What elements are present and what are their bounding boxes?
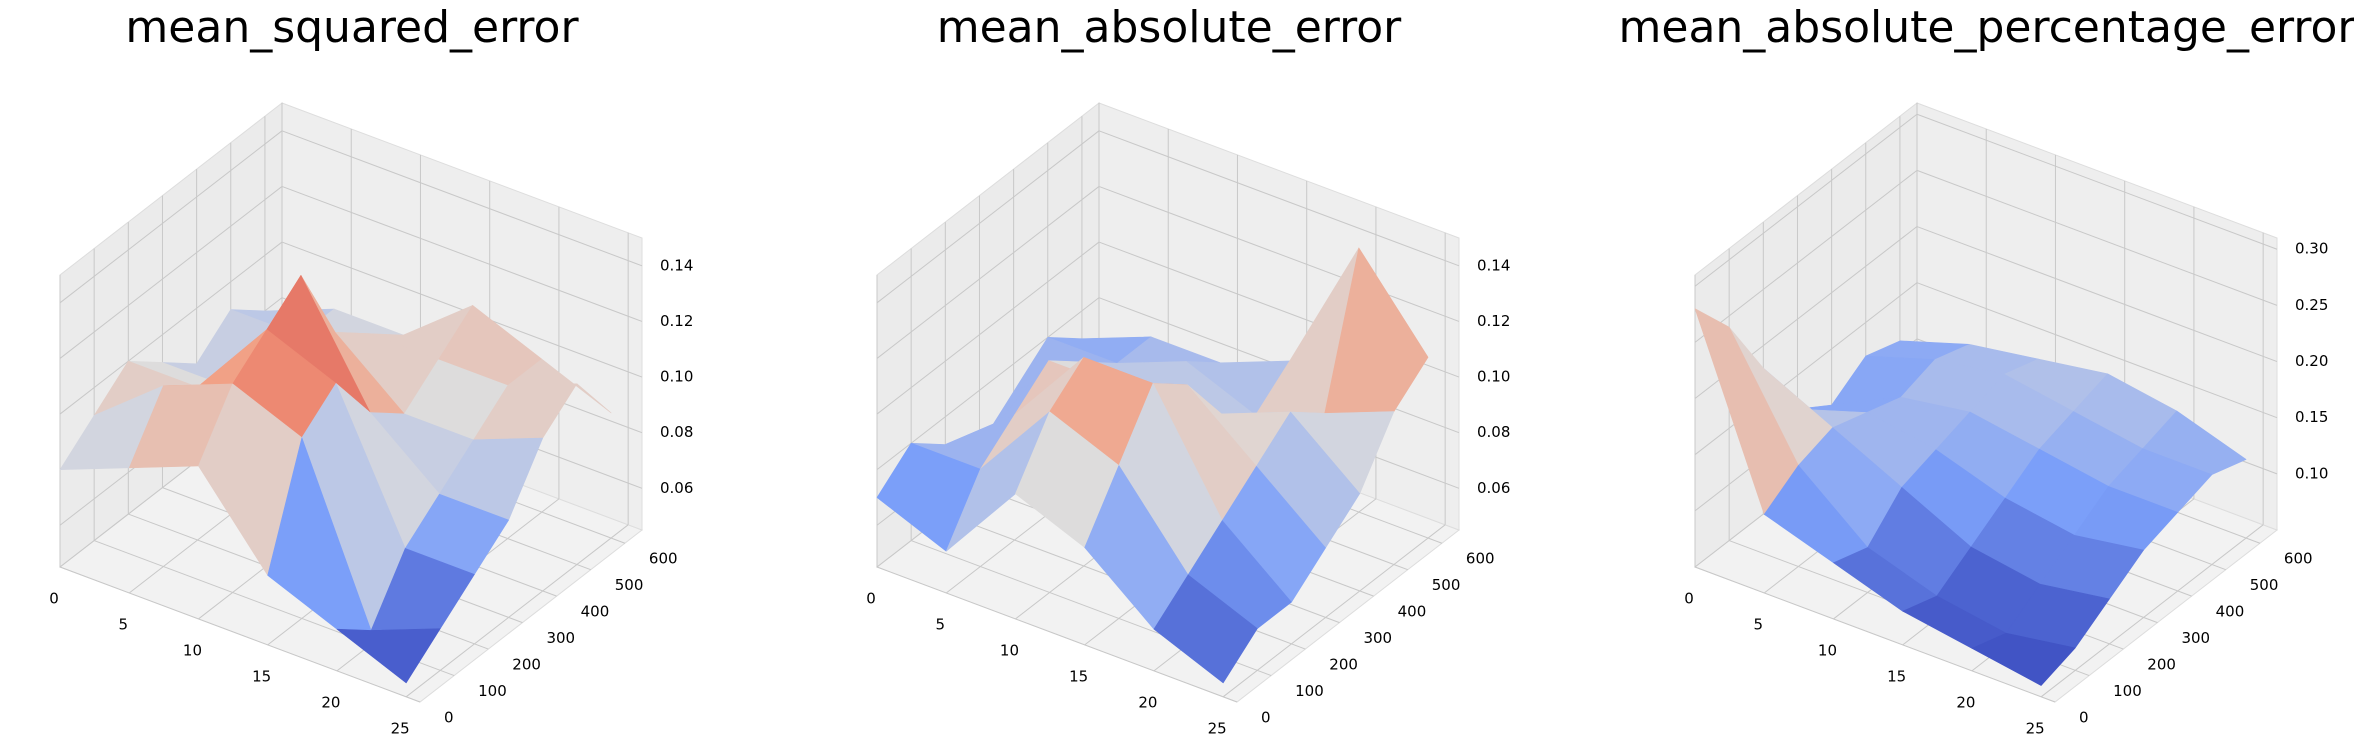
z-tick-label: 0.10 bbox=[1477, 368, 1510, 386]
grid-line bbox=[1916, 226, 2278, 363]
grid-line bbox=[281, 130, 643, 267]
x-tick-label: 10 bbox=[183, 641, 202, 659]
grid-line bbox=[876, 241, 1100, 415]
grid-line bbox=[1694, 169, 1918, 343]
surface-patch bbox=[336, 628, 441, 684]
y-tick-label: 400 bbox=[581, 603, 610, 621]
grid-line bbox=[281, 185, 643, 322]
y-tick-label: 600 bbox=[1466, 550, 1495, 568]
grid-line bbox=[1916, 169, 2278, 306]
grid-line bbox=[1916, 282, 2278, 419]
grid-line bbox=[1098, 185, 1460, 322]
x-tick-label: 10 bbox=[1000, 641, 1019, 659]
x-tick-label: 20 bbox=[1956, 693, 1975, 711]
y-tick-label: 500 bbox=[1432, 576, 1461, 594]
subplot: mean_absolute_error 0 5 10 15 20 25 0 100 200 300 4… bbox=[866, 2, 1510, 737]
grid-line bbox=[59, 130, 283, 304]
x-tick-label: 0 bbox=[866, 590, 876, 608]
y-tick-label: 600 bbox=[2284, 550, 2313, 568]
grid-line bbox=[1222, 524, 1446, 698]
y-tick-label: 0 bbox=[1261, 709, 1271, 727]
y-tick-label: 100 bbox=[478, 682, 507, 700]
x-tick-label: 25 bbox=[391, 719, 410, 737]
x-tick-label: 0 bbox=[49, 590, 59, 608]
grid-line bbox=[405, 524, 629, 698]
z-tick-label: 0.15 bbox=[2295, 408, 2328, 426]
grid-line bbox=[1098, 130, 1460, 267]
z-tick-label: 0.06 bbox=[660, 479, 693, 497]
z-tick-label: 0.25 bbox=[2295, 296, 2328, 314]
surface-patch bbox=[1153, 574, 1258, 684]
grid-line bbox=[59, 186, 283, 359]
subplot: mean_squared_error 0 5 10 15 20 25 0 100 200 300 40… bbox=[49, 2, 693, 737]
y-tick-label: 0 bbox=[2079, 709, 2089, 727]
z-tick-label: 0.14 bbox=[660, 256, 693, 274]
y-tick-label: 400 bbox=[2216, 603, 2245, 621]
z-tick-label: 0.30 bbox=[2295, 240, 2328, 258]
y-tick-label: 300 bbox=[546, 629, 575, 647]
x-tick-label: 0 bbox=[1684, 590, 1694, 608]
z-tick-label: 0.14 bbox=[1477, 256, 1510, 274]
chart-title: mean_absolute_error bbox=[937, 2, 1402, 53]
grid-line bbox=[876, 186, 1100, 359]
z-tick-label: 0.08 bbox=[660, 423, 693, 441]
y-tick-label: 500 bbox=[615, 576, 644, 594]
y-tick-label: 200 bbox=[512, 656, 541, 674]
grid-line bbox=[281, 241, 643, 378]
y-tick-label: 600 bbox=[649, 550, 678, 568]
x-tick-label: 20 bbox=[1138, 693, 1157, 711]
x-tick-label: 20 bbox=[321, 693, 340, 711]
y-tick-label: 100 bbox=[2113, 682, 2142, 700]
grid-line bbox=[876, 566, 1238, 703]
z-tick-label: 0.12 bbox=[660, 312, 693, 330]
z-tick-label: 0.12 bbox=[1477, 312, 1510, 330]
grid-line bbox=[1694, 566, 2056, 703]
y-tick-label: 200 bbox=[2147, 656, 2176, 674]
y-tick-label: 200 bbox=[1329, 656, 1358, 674]
y-tick-label: 300 bbox=[1363, 629, 1392, 647]
grid-line bbox=[59, 241, 283, 415]
x-tick-label: 5 bbox=[935, 615, 945, 633]
z-tick-label: 0.06 bbox=[1477, 479, 1510, 497]
grid-line bbox=[876, 297, 1100, 471]
y-tick-label: 0 bbox=[444, 709, 454, 727]
z-tick-label: 0.10 bbox=[660, 368, 693, 386]
grid-line bbox=[876, 130, 1100, 304]
x-tick-label: 15 bbox=[1069, 667, 1088, 685]
y-tick-label: 100 bbox=[1295, 682, 1324, 700]
x-tick-label: 5 bbox=[118, 615, 128, 633]
x-tick-label: 5 bbox=[1753, 615, 1763, 633]
z-tick-label: 0.10 bbox=[2295, 464, 2328, 482]
y-tick-label: 300 bbox=[2181, 629, 2210, 647]
y-tick-label: 500 bbox=[2250, 576, 2279, 594]
chart-title: mean_absolute_percentage_error bbox=[1619, 2, 2354, 53]
subplot: mean_absolute_percentage_error 0 5 10 15 20 25… bbox=[1619, 2, 2354, 737]
surface-patch bbox=[1971, 632, 2076, 686]
x-tick-label: 10 bbox=[1818, 641, 1837, 659]
x-tick-label: 15 bbox=[1887, 667, 1906, 685]
x-tick-label: 15 bbox=[252, 667, 271, 685]
z-tick-label: 0.20 bbox=[2295, 352, 2328, 370]
y-tick-label: 400 bbox=[1398, 603, 1427, 621]
x-tick-label: 25 bbox=[2026, 719, 2045, 737]
grid-line bbox=[1694, 282, 1918, 456]
grid-line bbox=[1694, 113, 1918, 287]
z-tick-label: 0.08 bbox=[1477, 423, 1510, 441]
chart-title: mean_squared_error bbox=[125, 2, 579, 53]
grid-line bbox=[2040, 524, 2264, 698]
grid-line bbox=[1916, 113, 2278, 250]
x-tick-label: 25 bbox=[1208, 719, 1227, 737]
grid-line bbox=[59, 566, 421, 703]
